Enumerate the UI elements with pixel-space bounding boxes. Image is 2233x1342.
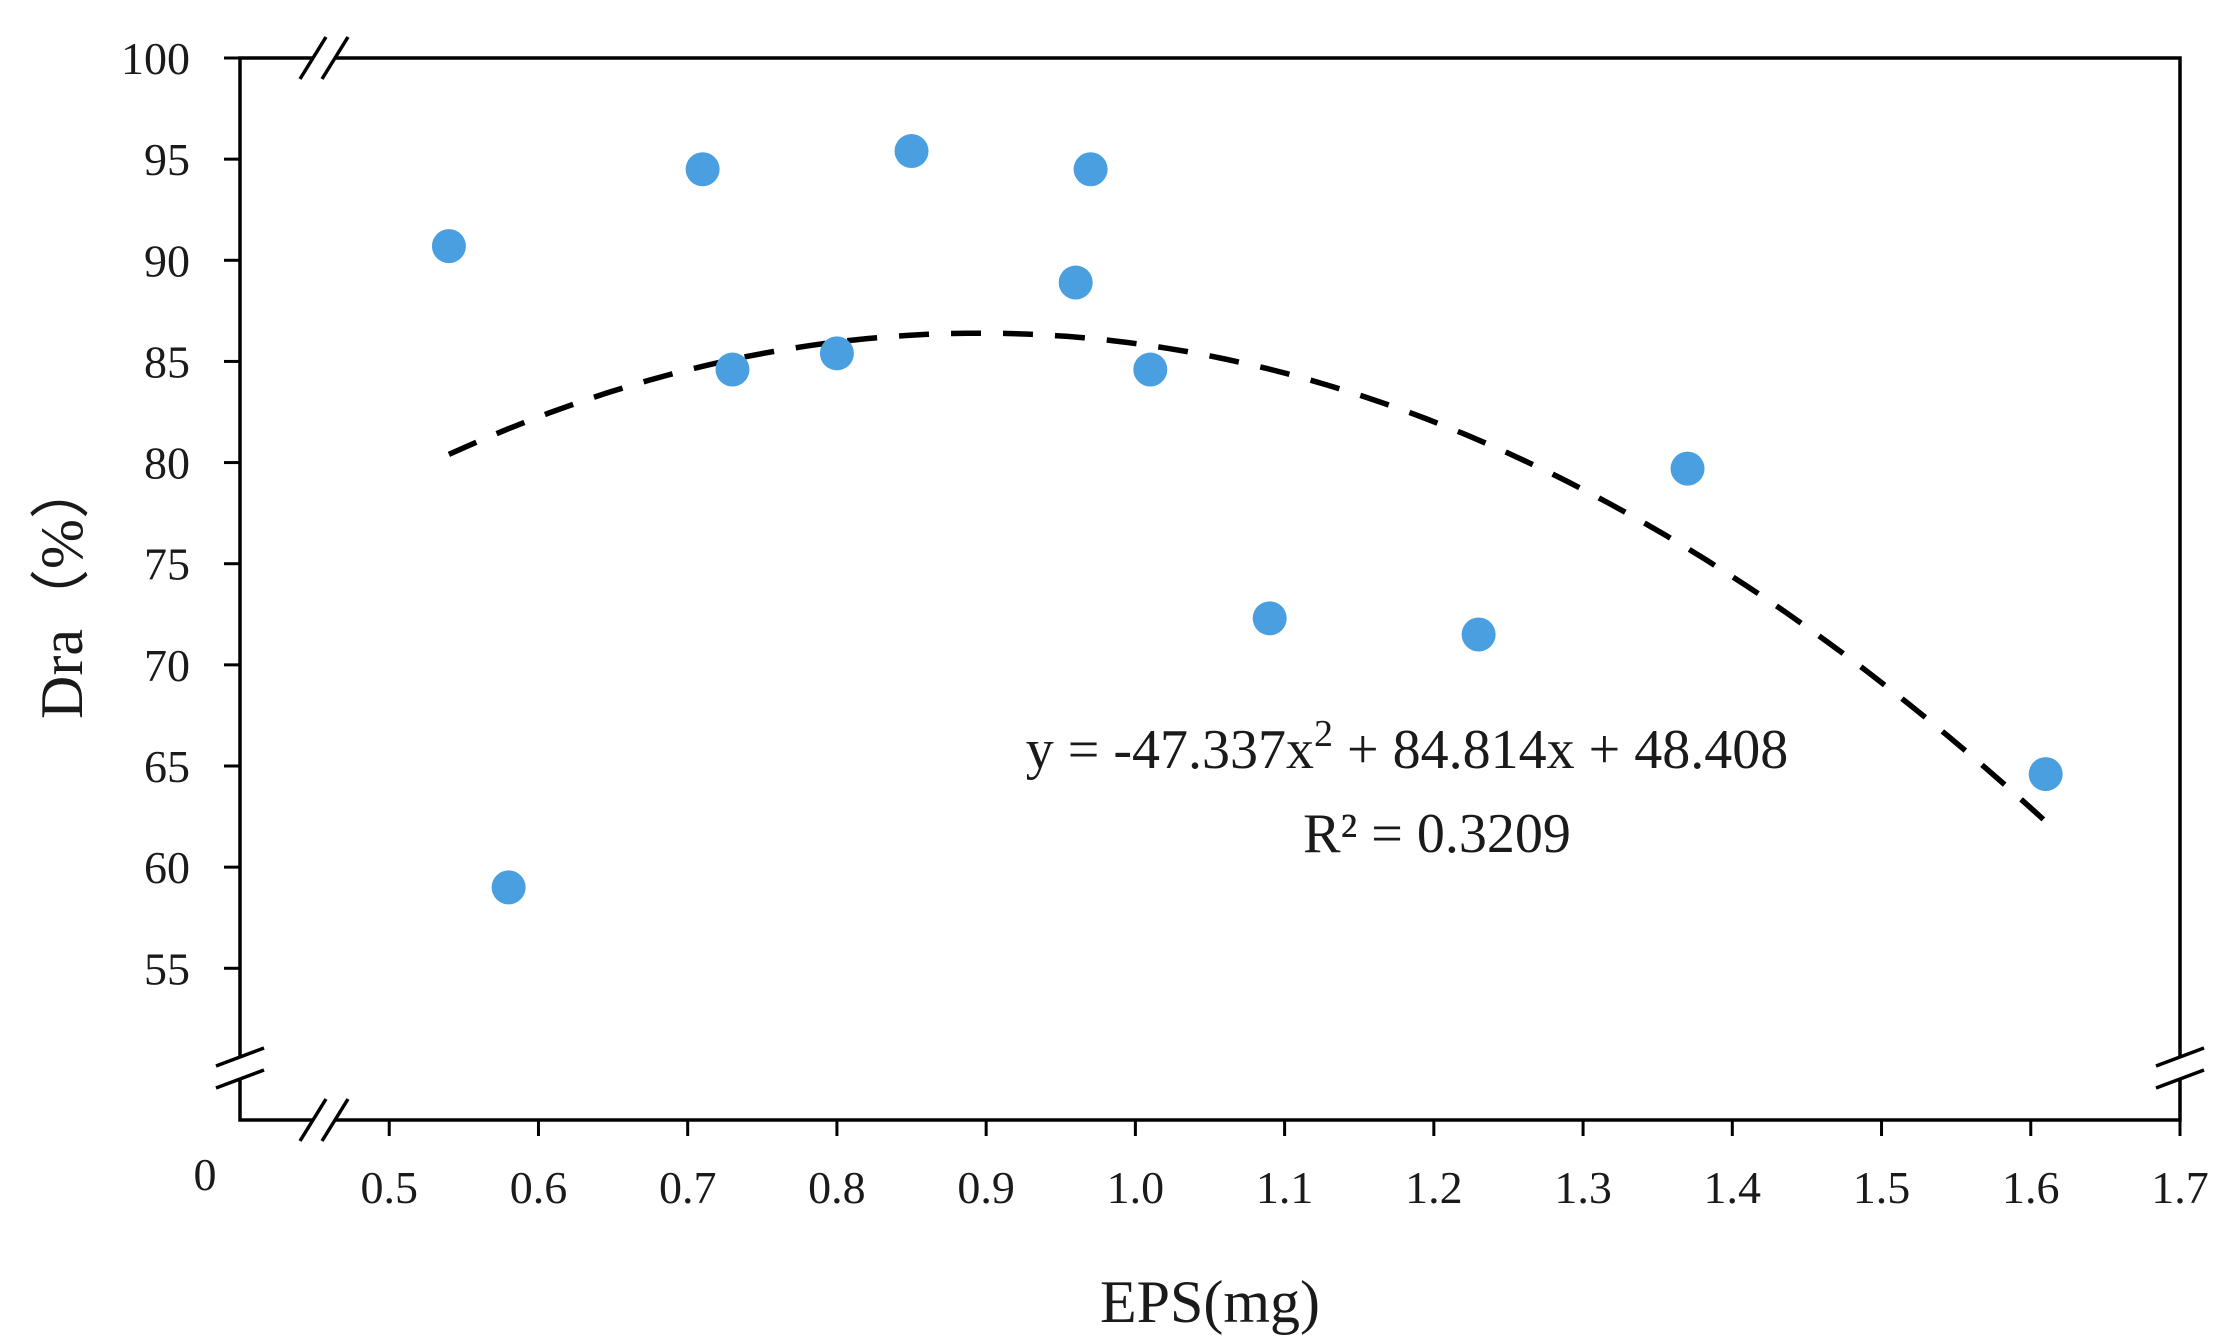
data-point [819, 336, 854, 371]
y-tick-label: 90 [144, 235, 190, 286]
x-tick-label: 1.4 [1704, 1162, 1762, 1213]
axis-break-slash [2155, 1068, 2205, 1090]
origin-label: 0 [194, 1149, 217, 1200]
y-tick-label: 60 [144, 842, 190, 893]
data-point [431, 229, 466, 264]
data-point [894, 134, 929, 169]
axis-break-slash [320, 36, 350, 80]
x-tick-label: 0.5 [360, 1162, 418, 1213]
equation-suffix: + 84.814x + 48.408 [1333, 719, 1788, 781]
x-tick-label: 1.5 [1853, 1162, 1911, 1213]
y-tick-label: 80 [144, 438, 190, 489]
x-tick-label: 1.1 [1256, 1162, 1314, 1213]
y-tick-label: 55 [144, 943, 190, 994]
y-tick-label: 100 [121, 33, 190, 84]
x-tick-label: 0.6 [510, 1162, 568, 1213]
axis-break-slash [320, 1098, 350, 1142]
x-tick-label: 1.3 [1554, 1162, 1612, 1213]
axis-break-slash [215, 1046, 265, 1068]
tick-marks [224, 56, 2182, 1136]
x-tick-label: 1.0 [1107, 1162, 1165, 1213]
equation-exponent: 2 [1314, 713, 1333, 755]
plot-frame [238, 56, 2182, 1122]
x-tick-labels: 0.5 0.6 0.7 0.8 0.9 1.0 1.1 1.2 1.3 1.4 1.5 1.6 1.7 [360, 1162, 2208, 1213]
x-tick-label: 1.2 [1405, 1162, 1463, 1213]
trendline-equation: y = -47.337x2 + 84.814x + 48.408 [1026, 713, 1788, 781]
y-tick-label: 65 [144, 741, 190, 792]
axis-break-marks [215, 36, 2205, 1142]
data-point [491, 870, 526, 905]
data-point [1461, 617, 1496, 652]
data-point [1252, 601, 1287, 636]
axis-break-slash [215, 1068, 265, 1090]
data-point [1073, 152, 1108, 187]
x-tick-label: 0.8 [808, 1162, 866, 1213]
axis-break-slash [2155, 1046, 2205, 1068]
x-tick-label: 1.7 [2151, 1162, 2209, 1213]
data-point [1133, 352, 1168, 387]
x-tick-label: 0.9 [957, 1162, 1015, 1213]
r-squared-label: R² = 0.3209 [1303, 803, 1571, 865]
data-point [2028, 757, 2063, 792]
data-point [715, 352, 750, 387]
axis-break-slash [298, 36, 328, 80]
y-tick-label: 95 [144, 134, 190, 185]
data-point [685, 152, 720, 187]
data-point [1670, 451, 1705, 486]
equation-prefix: y = -47.337x [1026, 719, 1314, 781]
data-point [1058, 265, 1093, 300]
trendline [447, 330, 2048, 824]
y-tick-labels: 100 95 90 85 80 75 70 65 60 55 [121, 33, 190, 994]
y-axis-title: Dra（%） [29, 459, 95, 719]
y-tick-label: 70 [144, 640, 190, 691]
data-points [431, 134, 2063, 905]
axis-break-slash [298, 1098, 328, 1142]
x-tick-label: 1.6 [2002, 1162, 2060, 1213]
y-tick-label: 75 [144, 539, 190, 590]
x-tick-label: 0.7 [659, 1162, 717, 1213]
x-axis-title: EPS(mg) [1100, 1269, 1320, 1335]
y-tick-label: 85 [144, 336, 190, 387]
